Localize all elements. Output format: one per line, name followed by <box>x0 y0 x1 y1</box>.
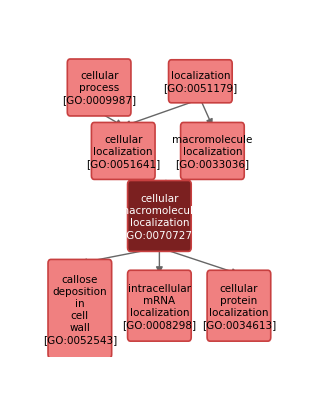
Text: macromolecule
localization
[GO:0033036]: macromolecule localization [GO:0033036] <box>172 135 253 168</box>
FancyBboxPatch shape <box>67 60 131 117</box>
FancyBboxPatch shape <box>128 181 191 252</box>
Text: cellular
localization
[GO:0051641]: cellular localization [GO:0051641] <box>86 135 160 168</box>
Text: intracellular
mRNA
localization
[GO:0008298]: intracellular mRNA localization [GO:0008… <box>122 283 197 329</box>
Text: cellular
process
[GO:0009987]: cellular process [GO:0009987] <box>62 71 136 105</box>
Text: localization
[GO:0051179]: localization [GO:0051179] <box>163 71 238 93</box>
FancyBboxPatch shape <box>48 260 112 358</box>
Text: cellular
protein
localization
[GO:0034613]: cellular protein localization [GO:003461… <box>202 283 276 329</box>
FancyBboxPatch shape <box>181 123 244 180</box>
FancyBboxPatch shape <box>91 123 155 180</box>
Text: callose
deposition
in
cell
wall
[GO:0052543]: callose deposition in cell wall [GO:0052… <box>43 274 117 344</box>
FancyBboxPatch shape <box>128 271 191 341</box>
FancyBboxPatch shape <box>169 61 232 103</box>
FancyBboxPatch shape <box>207 271 271 341</box>
Text: cellular
macromolecule
localization
[GO:0070727]: cellular macromolecule localization [GO:… <box>119 193 200 239</box>
